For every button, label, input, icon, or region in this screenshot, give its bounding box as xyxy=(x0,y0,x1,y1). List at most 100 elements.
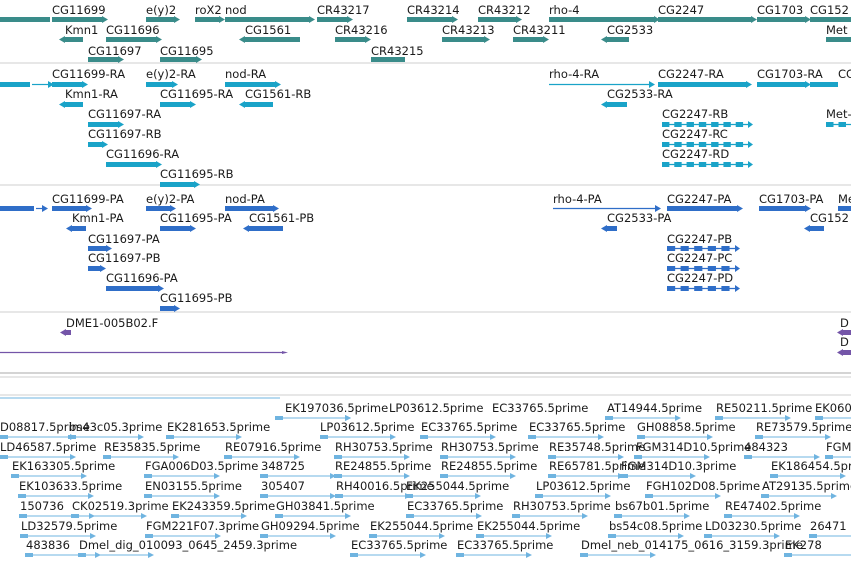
est-glyph[interactable] xyxy=(166,434,242,440)
feature-glyph[interactable] xyxy=(0,351,288,354)
protein-label[interactable]: rho-4-PA xyxy=(553,192,602,206)
est-glyph[interactable] xyxy=(275,513,351,519)
protein-label[interactable]: CG2533-PA xyxy=(607,211,672,225)
est-label[interactable]: RE24855.5prime xyxy=(335,459,431,473)
est-glyph[interactable] xyxy=(18,493,94,499)
est-label[interactable]: FGM314D10.5prime xyxy=(636,440,751,454)
est-label[interactable]: EK255044.5prime xyxy=(477,519,580,533)
est-glyph[interactable] xyxy=(334,473,410,479)
gene-label[interactable]: CR43217 xyxy=(317,3,370,17)
transcript-label[interactable]: CG1561-RB xyxy=(245,87,311,101)
feature-glyph[interactable] xyxy=(225,81,281,88)
est-glyph[interactable] xyxy=(580,552,656,558)
est-label[interactable]: RH40016.5prime xyxy=(336,479,434,493)
feature-glyph[interactable] xyxy=(106,285,164,292)
est-label[interactable]: RE47402.5prime xyxy=(725,499,821,513)
est-label[interactable]: EK163305.5prime xyxy=(12,459,115,473)
est-label[interactable]: EC33765.5prime xyxy=(529,420,625,434)
feature-glyph[interactable] xyxy=(601,225,617,232)
transcript-label[interactable]: CG11696-RA xyxy=(106,147,179,161)
protein-label[interactable]: CG11697-PB xyxy=(88,251,161,265)
est-glyph[interactable] xyxy=(71,513,147,519)
est-glyph[interactable] xyxy=(715,415,791,421)
transcript-label[interactable]: rho-4-RA xyxy=(549,67,599,81)
transcript-label[interactable]: CG11697-RB xyxy=(88,127,162,141)
feature-glyph[interactable] xyxy=(837,329,851,336)
est-label[interactable]: EC33765.5prime xyxy=(492,401,588,415)
est-label[interactable]: bs67b01.5prime xyxy=(615,499,709,513)
transcript-label[interactable]: CG152 xyxy=(838,67,851,81)
est-label[interactable]: 484323 xyxy=(744,440,788,454)
feature-glyph[interactable] xyxy=(243,225,283,232)
feature-glyph[interactable] xyxy=(160,225,196,232)
protein-label[interactable]: CG2247-PC xyxy=(667,251,732,265)
est-label[interactable]: EC33765.5prime xyxy=(407,499,503,513)
est-glyph[interactable] xyxy=(224,454,300,460)
protein-label[interactable]: CG11695-PB xyxy=(160,291,233,305)
protein-label[interactable]: CG11699-PA xyxy=(52,192,124,206)
feature-glyph[interactable] xyxy=(442,36,490,43)
feature-glyph[interactable] xyxy=(52,16,108,23)
feature-glyph[interactable] xyxy=(66,225,86,232)
est-glyph[interactable] xyxy=(144,473,220,479)
feature-glyph[interactable] xyxy=(88,245,112,252)
est-label[interactable]: RE35748.5prime xyxy=(549,440,645,454)
feature-glyph[interactable] xyxy=(838,206,851,211)
est-glyph[interactable] xyxy=(103,454,179,460)
est-label[interactable]: EK103633.5prime xyxy=(19,479,122,493)
est-label[interactable]: 348725 xyxy=(261,459,305,473)
feature-glyph[interactable] xyxy=(88,265,106,272)
feature-glyph[interactable] xyxy=(601,101,627,108)
protein-label[interactable]: CG2247-PD xyxy=(667,271,733,285)
est-glyph[interactable] xyxy=(171,513,247,519)
est-glyph[interactable] xyxy=(68,434,144,440)
est-glyph[interactable] xyxy=(440,454,516,460)
est-label[interactable]: GH09294.5prime xyxy=(261,519,360,533)
est-glyph[interactable] xyxy=(20,533,96,539)
est-label[interactable]: FGM221F07.3prime xyxy=(146,519,259,533)
feature-glyph[interactable] xyxy=(335,36,371,43)
feature-glyph[interactable] xyxy=(106,161,162,168)
est-glyph[interactable] xyxy=(614,513,690,519)
feature-glyph[interactable] xyxy=(32,81,54,88)
est-label[interactable]: LD46587.5prime xyxy=(0,440,96,454)
gene-label[interactable]: CG2533 xyxy=(607,23,653,37)
feature-glyph[interactable] xyxy=(239,36,300,43)
feature-glyph[interactable] xyxy=(52,81,88,88)
feature-glyph[interactable] xyxy=(225,16,315,23)
gene-label[interactable]: CG11697 xyxy=(88,44,142,58)
feature-glyph[interactable] xyxy=(810,17,851,22)
est-label[interactable]: D08817.5prime xyxy=(0,420,90,434)
est-glyph[interactable] xyxy=(456,552,532,558)
feature-glyph[interactable] xyxy=(146,16,180,23)
est-glyph[interactable] xyxy=(369,533,445,539)
feature-glyph[interactable] xyxy=(837,349,851,356)
probe-label[interactable]: DME1-005B02.F xyxy=(66,316,158,330)
transcript-label[interactable]: CG11699-RA xyxy=(52,67,125,81)
est-label[interactable]: LD32579.5prime xyxy=(21,519,117,533)
gene-label[interactable]: CG11695 xyxy=(160,44,214,58)
est-label[interactable]: GH08858.5prime xyxy=(637,420,736,434)
feature-glyph[interactable] xyxy=(88,141,108,148)
feature-glyph[interactable] xyxy=(317,16,353,23)
est-glyph[interactable] xyxy=(548,454,624,460)
probe-label[interactable]: D xyxy=(840,316,849,330)
est-label[interactable]: RE73579.5prime xyxy=(756,420,851,434)
est-glyph[interactable] xyxy=(784,552,851,558)
feature-glyph[interactable] xyxy=(478,16,522,23)
transcript-label[interactable]: nod-RA xyxy=(225,67,266,81)
transcript-label[interactable]: CG11695-RA xyxy=(160,87,233,101)
est-glyph[interactable] xyxy=(512,513,588,519)
est-label[interactable]: 305407 xyxy=(261,479,305,493)
est-label[interactable]: LD03230.5prime xyxy=(705,519,801,533)
gene-label[interactable]: Kmn1 xyxy=(65,23,98,37)
feature-glyph[interactable] xyxy=(59,36,83,43)
feature-glyph[interactable] xyxy=(36,205,48,212)
est-glyph[interactable] xyxy=(145,533,221,539)
est-glyph[interactable] xyxy=(406,513,482,519)
feature-glyph[interactable] xyxy=(662,141,753,148)
est-label[interactable]: AT29135.5prime xyxy=(762,479,851,493)
est-glyph[interactable] xyxy=(815,415,851,421)
est-label[interactable]: 150736 xyxy=(20,499,64,513)
est-label[interactable]: RE50211.5prime xyxy=(716,401,812,415)
